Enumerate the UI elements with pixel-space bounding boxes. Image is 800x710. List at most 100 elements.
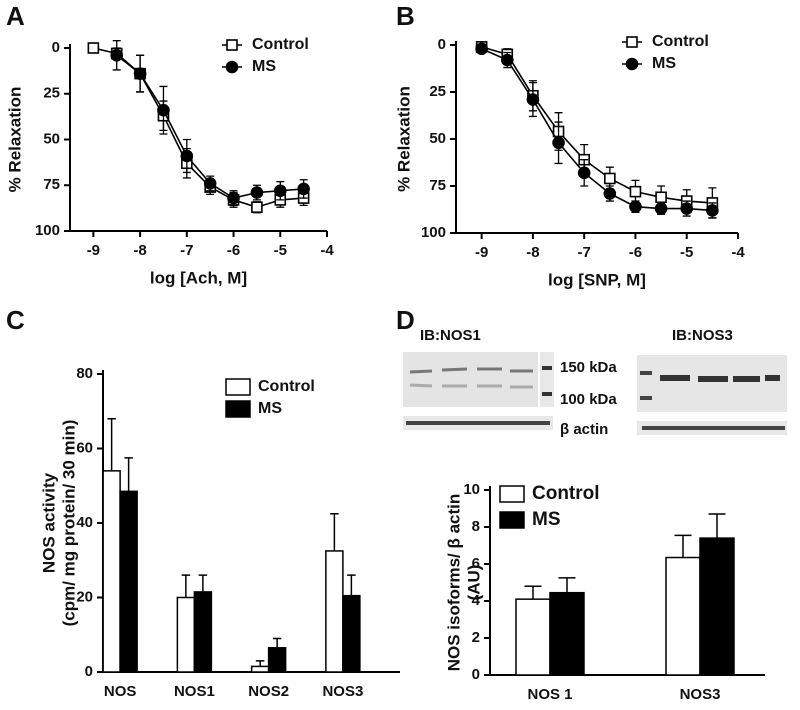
- y-tick-label: 80: [76, 365, 93, 382]
- point: [603, 187, 617, 200]
- y-tick-label: 2: [472, 629, 480, 646]
- y-tick-label: 50: [429, 130, 446, 147]
- legend-label: Control: [532, 483, 600, 504]
- bar: [549, 591, 585, 676]
- point: [706, 204, 719, 217]
- legend-marker: [626, 36, 638, 48]
- legend-label: Control: [258, 378, 315, 395]
- legend-swatch: [225, 400, 251, 418]
- point: [577, 166, 591, 180]
- x-tick-label: NOS3: [680, 686, 721, 703]
- point: [680, 202, 694, 215]
- point: [87, 42, 100, 54]
- legend-label: MS: [258, 400, 282, 417]
- y-tick-label: 60: [76, 439, 93, 456]
- x-tick-label: NOS1: [174, 683, 215, 700]
- y-tick-label: 75: [429, 177, 446, 194]
- y-tick-label: 10: [463, 481, 480, 498]
- y-tick-label: 20: [76, 588, 93, 605]
- bar: [342, 594, 361, 673]
- y-tick-label: 6: [472, 555, 480, 572]
- legend-marker: [625, 57, 639, 71]
- x-tick-label: NOS2: [248, 683, 289, 700]
- bar: [119, 490, 138, 673]
- x-tick-label: -5: [274, 242, 287, 259]
- point: [500, 53, 514, 67]
- y-tick-label: 0: [52, 39, 60, 56]
- y-tick-label: 100: [35, 222, 60, 239]
- y-tick-label: 0: [438, 36, 446, 53]
- legend-marker: [225, 60, 239, 74]
- blot-loading: β actin: [560, 421, 608, 438]
- y-tick-label: 0: [85, 663, 93, 680]
- x-tick-label: -9: [87, 242, 100, 259]
- bar: [665, 556, 701, 676]
- x-axis-label: log [Ach, M]: [150, 268, 247, 287]
- error-bar: [524, 585, 542, 600]
- legend-marker: [226, 39, 238, 51]
- blot-antibody: IB:NOS1: [420, 327, 481, 344]
- bar: [250, 665, 270, 673]
- blot-antibody: IB:NOS3: [672, 327, 733, 344]
- y-tick-label: 100: [421, 224, 446, 241]
- panel-label: A: [6, 1, 25, 31]
- blot-marker: 150 kDa: [560, 359, 617, 376]
- point: [655, 191, 667, 204]
- y-tick-label: 40: [76, 514, 93, 531]
- error-bar: [107, 417, 116, 471]
- legend-label: MS: [532, 509, 561, 530]
- error-bar: [272, 637, 282, 648]
- point: [133, 67, 147, 80]
- x-tick-label: NOS: [104, 683, 137, 700]
- legend-swatch: [499, 485, 525, 503]
- x-tick-label: -4: [320, 242, 334, 259]
- x-tick-label: -7: [180, 242, 193, 259]
- bar: [515, 598, 551, 676]
- y-tick-label: 4: [472, 592, 481, 609]
- bar: [193, 591, 213, 673]
- panel-label: D: [396, 305, 415, 335]
- point: [629, 185, 642, 198]
- point: [203, 177, 217, 190]
- panel-label: B: [396, 1, 415, 31]
- y-axis-label: NOS activity: [39, 472, 58, 573]
- bar: [102, 470, 121, 673]
- y-tick-label: 75: [43, 176, 60, 193]
- point: [250, 186, 264, 199]
- y-axis-label: % Relaxation: [394, 86, 413, 192]
- x-tick-label: NOS 1: [527, 686, 572, 703]
- error-bar: [708, 513, 726, 539]
- y-axis-label: (AU): [464, 565, 483, 601]
- y-tick-label: 0: [472, 666, 480, 683]
- y-axis-label: NOS isoforms/ β actin: [444, 494, 463, 672]
- error-bar: [255, 660, 265, 667]
- point: [526, 93, 540, 106]
- y-tick-label: 25: [429, 83, 446, 100]
- y-axis-label: (cpm/ mg protein/ 30 min): [59, 420, 78, 627]
- bar: [267, 647, 287, 673]
- y-tick-label: 25: [43, 85, 60, 102]
- blot-marker: 100 kDa: [560, 391, 617, 408]
- point: [157, 103, 170, 117]
- bar: [325, 550, 344, 673]
- x-tick-label: NOS3: [322, 683, 363, 700]
- blot-images: [403, 352, 787, 435]
- error-bar: [347, 574, 356, 596]
- error-bar: [124, 457, 133, 492]
- x-tick-label: -6: [629, 244, 642, 261]
- point: [251, 201, 263, 214]
- x-tick-label: -9: [475, 244, 488, 261]
- point: [227, 191, 240, 205]
- x-tick-label: -5: [680, 244, 693, 261]
- error-bar: [558, 577, 576, 593]
- point: [110, 49, 124, 62]
- point: [180, 149, 194, 163]
- x-tick-label: -6: [227, 242, 240, 259]
- bar: [699, 537, 735, 676]
- error-bar: [674, 534, 692, 558]
- legend-label: Control: [252, 36, 309, 53]
- bar: [176, 596, 196, 673]
- point: [273, 184, 287, 198]
- y-axis-label: % Relaxation: [5, 87, 24, 193]
